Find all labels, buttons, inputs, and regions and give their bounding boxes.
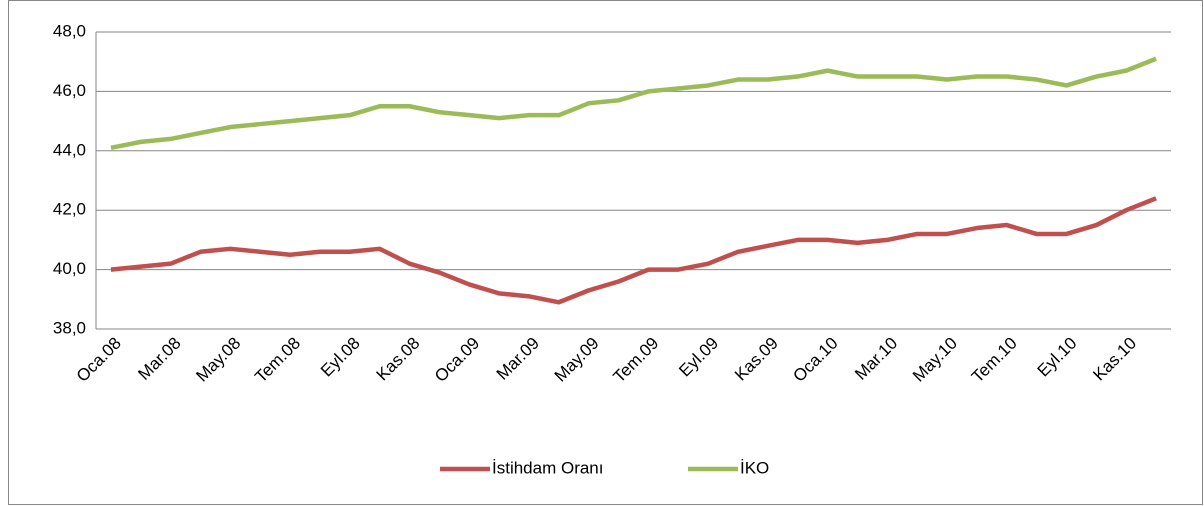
- y-tick-label: 42,0: [53, 200, 86, 219]
- y-tick-label: 48,0: [53, 21, 86, 40]
- y-tick-label: 38,0: [53, 318, 86, 337]
- legend-label: İKO: [740, 458, 769, 477]
- series-line: [110, 196, 1157, 305]
- legend-label: İstihdam Oranı: [492, 458, 604, 477]
- y-tick-label: 44,0: [53, 140, 86, 159]
- y-tick-label: 46,0: [53, 81, 86, 100]
- series-line: [110, 56, 1157, 151]
- y-tick-label: 40,0: [53, 259, 86, 278]
